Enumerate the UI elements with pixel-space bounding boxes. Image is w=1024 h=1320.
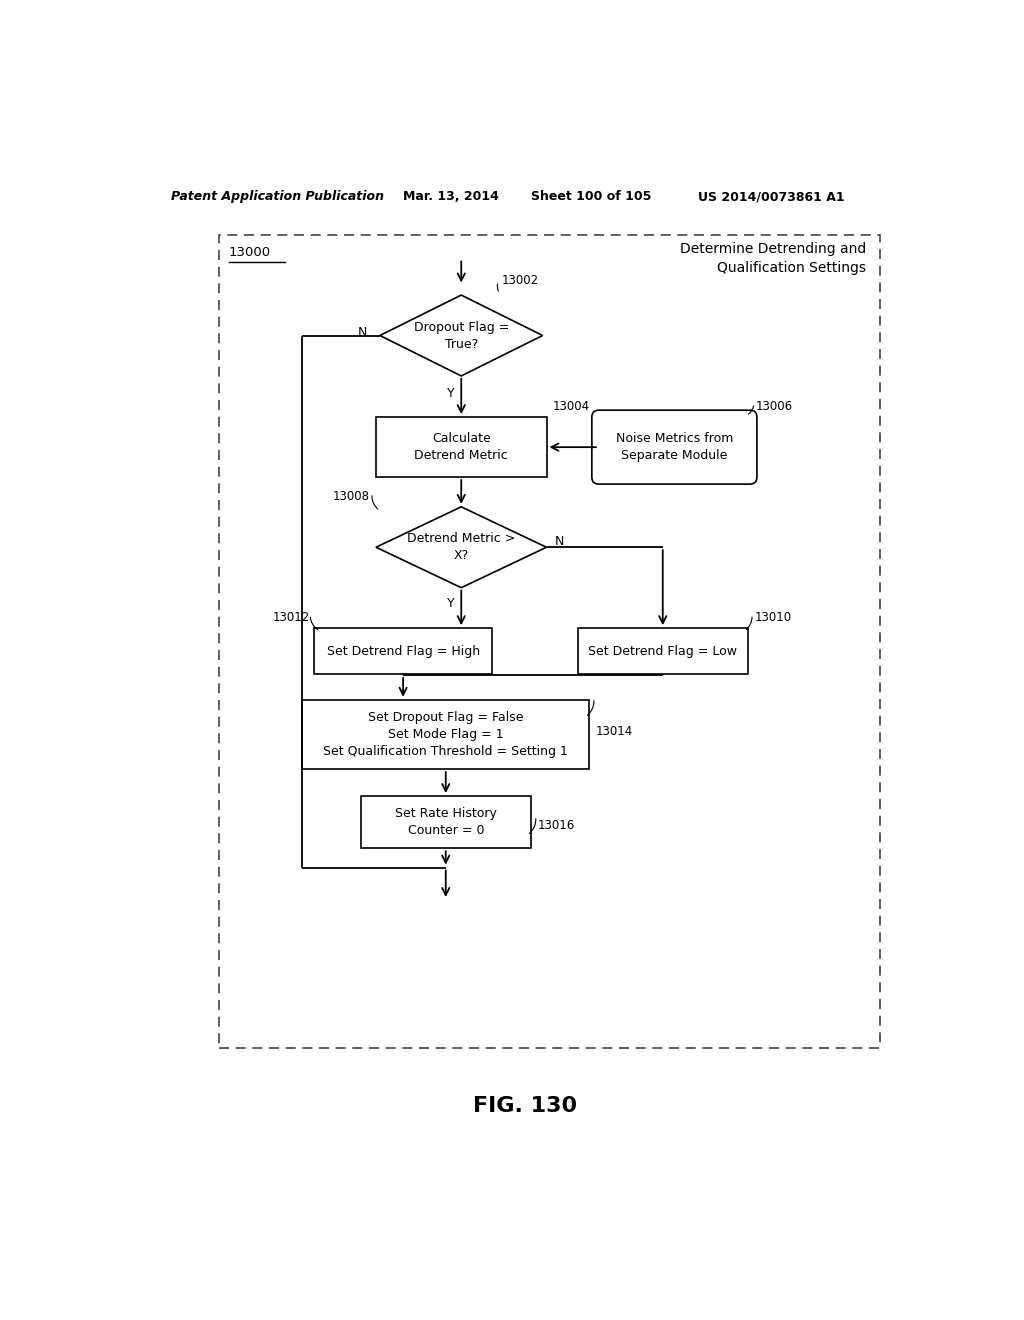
Polygon shape	[376, 507, 547, 587]
Bar	[376, 417, 547, 478]
Text: 13002: 13002	[502, 275, 539, 288]
Text: N: N	[357, 326, 367, 339]
Bar	[578, 628, 748, 675]
Text: 13016: 13016	[538, 818, 574, 832]
Text: Set Dropout Flag = False
Set Mode Flag = 1
Set Qualification Threshold = Setting: Set Dropout Flag = False Set Mode Flag =…	[324, 711, 568, 758]
Bar	[219, 235, 880, 1048]
Text: Set Rate History
Counter = 0: Set Rate History Counter = 0	[395, 807, 497, 837]
Text: 13006: 13006	[756, 400, 794, 413]
Text: Set Detrend Flag = High: Set Detrend Flag = High	[327, 644, 479, 657]
Text: Detrend Metric >
X?: Detrend Metric > X?	[408, 532, 515, 562]
Text: 13010: 13010	[755, 611, 792, 624]
Text: Dropout Flag =
True?: Dropout Flag = True?	[414, 321, 509, 351]
Text: FIG. 130: FIG. 130	[473, 1096, 577, 1115]
Text: 13004: 13004	[553, 400, 590, 413]
FancyBboxPatch shape	[592, 411, 757, 484]
Text: Set Detrend Flag = Low: Set Detrend Flag = Low	[588, 644, 737, 657]
Text: Sheet 100 of 105: Sheet 100 of 105	[531, 190, 651, 203]
Text: Determine Detrending and
Qualification Settings: Determine Detrending and Qualification S…	[680, 242, 866, 276]
Text: 13012: 13012	[272, 611, 310, 624]
Bar	[302, 700, 589, 770]
Text: Y: Y	[446, 597, 455, 610]
Text: Calculate
Detrend Metric: Calculate Detrend Metric	[415, 432, 508, 462]
Text: Patent Application Publication: Patent Application Publication	[171, 190, 384, 203]
Text: 13014: 13014	[595, 725, 633, 738]
Text: Y: Y	[446, 387, 455, 400]
Polygon shape	[380, 296, 543, 376]
Text: 13008: 13008	[333, 490, 370, 503]
Text: US 2014/0073861 A1: US 2014/0073861 A1	[697, 190, 844, 203]
Text: N: N	[554, 535, 563, 548]
Bar	[314, 628, 493, 675]
Text: 13000: 13000	[228, 246, 271, 259]
Bar	[360, 796, 531, 849]
Text: Mar. 13, 2014: Mar. 13, 2014	[403, 190, 499, 203]
Text: Noise Metrics from
Separate Module: Noise Metrics from Separate Module	[615, 432, 733, 462]
